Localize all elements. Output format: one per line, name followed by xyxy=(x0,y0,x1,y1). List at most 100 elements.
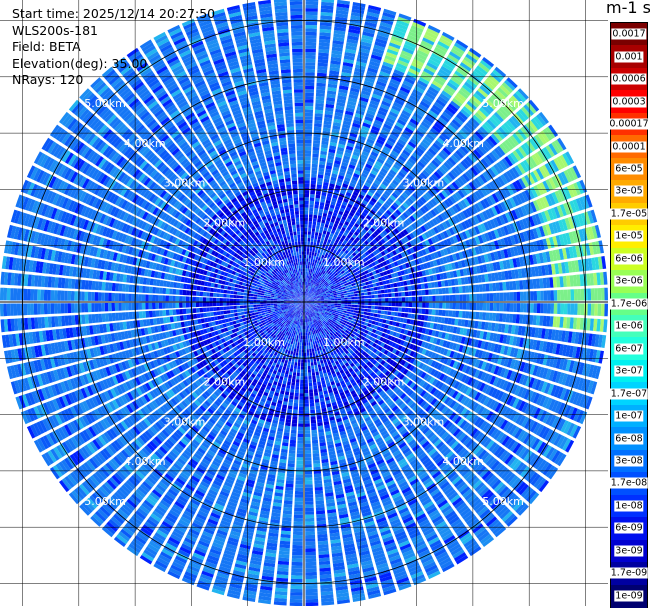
range-gate xyxy=(318,164,325,169)
range-gate xyxy=(304,285,306,289)
range-gate xyxy=(353,119,362,125)
range-gate xyxy=(398,297,402,302)
range-gate xyxy=(377,110,387,117)
range-gate xyxy=(326,231,331,236)
range-gate xyxy=(304,258,307,262)
range-gate xyxy=(384,293,389,298)
range-gate xyxy=(455,294,460,302)
range-gate xyxy=(306,248,310,252)
range-gate xyxy=(317,72,327,77)
range-gate xyxy=(317,62,328,67)
range-gate xyxy=(350,309,354,313)
range-gate xyxy=(345,285,349,289)
range-gate xyxy=(312,146,320,151)
range-gate xyxy=(339,230,345,235)
range-gate xyxy=(378,106,389,114)
range-gate xyxy=(407,313,412,319)
range-gate xyxy=(362,315,367,319)
range-gate xyxy=(327,83,338,89)
range-gate xyxy=(356,141,364,148)
range-gate xyxy=(317,236,322,240)
range-gate xyxy=(312,276,315,281)
range-gate xyxy=(350,179,357,185)
range-gate xyxy=(347,35,359,41)
range-gate xyxy=(321,192,327,197)
range-gate xyxy=(360,311,364,315)
range-gate xyxy=(305,281,308,286)
range-gate xyxy=(333,306,338,309)
range-gate xyxy=(329,63,341,69)
range-gate xyxy=(331,53,342,59)
range-gate xyxy=(424,31,438,40)
range-gate xyxy=(364,21,377,28)
range-gate xyxy=(345,313,350,317)
range-gate xyxy=(379,71,390,78)
range-gate xyxy=(317,249,321,254)
range-gate xyxy=(320,150,327,156)
range-gate xyxy=(381,293,385,298)
range-gate xyxy=(431,309,436,316)
range-gate xyxy=(489,303,494,311)
range-gate xyxy=(333,209,339,214)
range-gate xyxy=(356,196,363,203)
range-gate xyxy=(334,23,347,29)
range-gate xyxy=(412,302,416,308)
range-gate xyxy=(313,281,316,285)
range-gate xyxy=(401,307,406,313)
range-gate xyxy=(343,198,349,203)
range-gate xyxy=(331,237,336,242)
range-gate xyxy=(383,123,392,130)
range-gate xyxy=(485,312,490,321)
range-gate xyxy=(322,244,326,249)
range-gate xyxy=(333,234,338,239)
range-gate xyxy=(397,312,402,317)
range-gate xyxy=(395,297,399,302)
range-gate xyxy=(398,13,412,21)
range-gate xyxy=(305,25,317,29)
range-gate xyxy=(404,286,409,291)
range-gate xyxy=(319,35,331,40)
range-gate xyxy=(439,302,443,309)
range-gate xyxy=(319,22,332,27)
range-gate xyxy=(305,288,306,292)
range-gate xyxy=(347,215,353,220)
range-gate xyxy=(334,160,341,165)
range-gate xyxy=(334,188,340,193)
range-gate xyxy=(332,36,345,42)
range-gate xyxy=(367,67,378,74)
range-gate xyxy=(394,292,399,297)
range-gate xyxy=(306,292,309,296)
range-gate xyxy=(482,312,487,321)
range-gate xyxy=(315,99,325,104)
range-gate xyxy=(485,283,490,292)
range-gate xyxy=(331,50,343,55)
range-gate xyxy=(304,126,313,130)
range-gate xyxy=(334,26,346,32)
range-gate xyxy=(459,294,463,302)
range-gate xyxy=(434,281,439,288)
range-gate xyxy=(304,204,309,208)
range-gate xyxy=(315,343,319,348)
range-gate xyxy=(382,61,394,69)
range-gate xyxy=(397,287,402,292)
range-gate xyxy=(417,284,422,290)
range-gate xyxy=(351,299,355,302)
range-gate xyxy=(455,302,460,310)
range-gate xyxy=(333,242,338,247)
range-gate xyxy=(428,296,433,302)
range-gate xyxy=(326,97,336,102)
range-gate xyxy=(344,306,348,309)
range-gate xyxy=(324,117,333,122)
range-gate xyxy=(320,222,325,227)
range-gate xyxy=(600,303,605,317)
range-gate xyxy=(311,173,317,178)
range-gate xyxy=(394,307,399,312)
range-gate xyxy=(482,283,487,292)
range-gate xyxy=(306,254,309,259)
range-gate xyxy=(399,86,411,94)
range-gate xyxy=(320,300,325,301)
range-gate xyxy=(313,133,321,138)
range-gate xyxy=(408,296,413,302)
range-gate xyxy=(335,239,340,244)
range-gate xyxy=(327,193,333,198)
